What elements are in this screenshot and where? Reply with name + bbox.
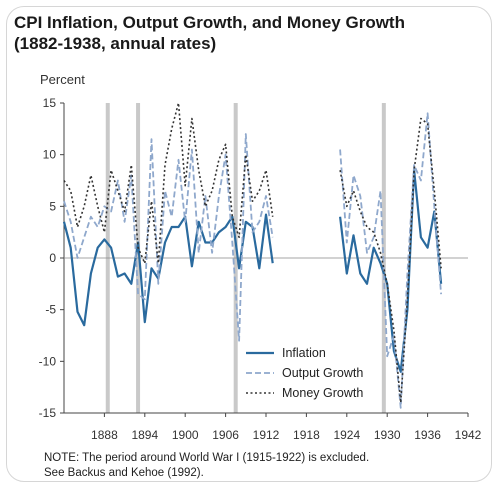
chart-title-line: CPI Inflation, Output Growth, and Money … [14,13,405,32]
x-tick-label: 1912 [253,428,280,442]
chart-subtitle: (1882-1938, annual rates) [14,34,217,53]
series-line-output-growth-segment-1 [339,112,442,409]
y-tick-label: 0 [49,251,56,265]
x-tick-label: 1930 [374,428,401,442]
y-tick-label: 5 [49,199,56,213]
y-tick-label: -15 [39,406,57,420]
note-line-1: NOTE: The period around World War I (191… [44,452,370,464]
y-axis-label: Percent [40,72,85,87]
series-lines [62,102,443,409]
note-line-2: See Backus and Kehoe (1992). [44,467,204,479]
y-tick-label: -5 [45,303,56,317]
x-tick-label: 1942 [455,428,482,442]
x-tick-label: 1918 [293,428,320,442]
x-tick-label: 1906 [212,428,239,442]
legend-label: Money Growth [282,386,363,400]
x-tick-label: 1900 [172,428,199,442]
series-line-inflation-segment-0 [62,213,274,327]
chart-title: CPI Inflation, Output Growth, and Money … [14,12,484,54]
series-line-output-growth-segment-0 [63,133,274,342]
chart-note: NOTE: The period around World War I (191… [44,451,484,481]
legend: Inflation Output Growth Money Growth [246,346,363,400]
chart-frame [6,6,492,482]
x-tick-label: 1888 [91,428,118,442]
series-line-money-growth-segment-1 [339,117,442,404]
legend-label: Output Growth [282,366,363,380]
axes: 15 10 5 0 -5 -10 -15 1888 1894 1900 1906 1912 1918 19… [39,96,482,442]
legend-label: Inflation [282,346,326,360]
series-line-inflation-segment-1 [339,169,443,373]
series-line-money-growth-segment-0 [63,102,274,264]
y-tick-label: -10 [39,354,57,368]
y-tick-label: 15 [43,96,57,110]
x-tick-label: 1924 [333,428,360,442]
x-tick-label: 1894 [131,428,158,442]
y-tick-label: 10 [43,148,57,162]
x-tick-label: 1936 [414,428,441,442]
